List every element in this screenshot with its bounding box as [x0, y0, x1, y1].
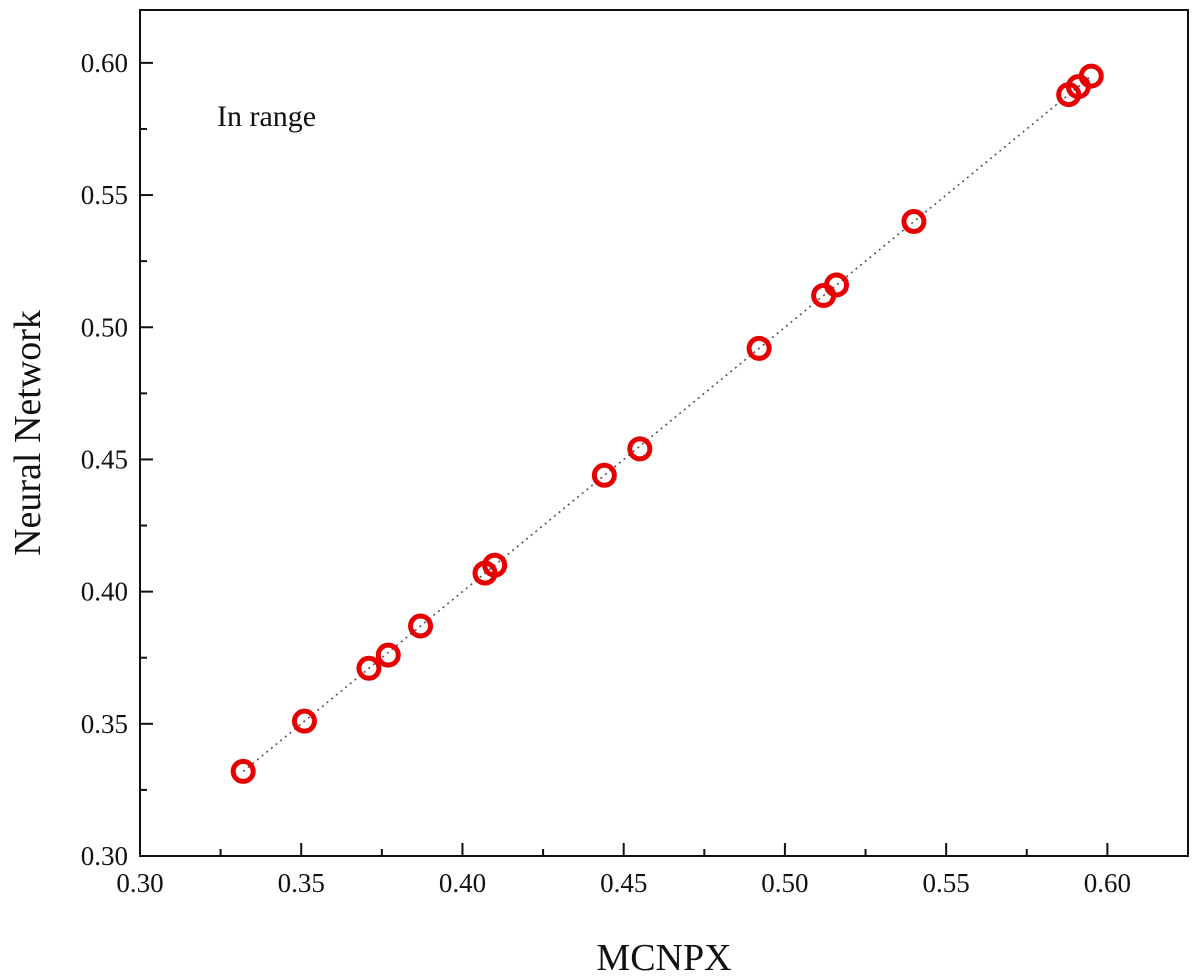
y-tick-label: 0.35: [81, 709, 128, 739]
x-tick-label: 0.55: [923, 868, 970, 898]
data-point: [824, 272, 850, 298]
x-tick-label: 0.35: [278, 868, 325, 898]
x-tick-label: 0.45: [600, 868, 647, 898]
x-tick-label: 0.60: [1084, 868, 1131, 898]
y-axis-title: Neural Network: [7, 310, 49, 556]
x-tick-label: 0.50: [761, 868, 808, 898]
x-axis-ticks: 0.30 0.35 0.40 0.45 0.50 0.55 0.60: [116, 843, 1131, 898]
y-tick-label: 0.60: [81, 48, 128, 78]
data-point: [746, 335, 772, 361]
plot-frame: [139, 9, 1189, 857]
data-point: [408, 613, 434, 639]
data-point: [291, 708, 317, 734]
data-point: [591, 462, 617, 488]
y-tick-label: 0.40: [81, 577, 128, 607]
data-points: [230, 63, 1104, 784]
x-axis-title: MCNPX: [596, 937, 731, 979]
y-axis-ticks: 0.30 0.35 0.40 0.45 0.50 0.55 0.60: [81, 48, 153, 871]
y-tick-label: 0.45: [81, 444, 128, 474]
data-point: [901, 209, 927, 234]
data-point: [482, 552, 508, 578]
annotation-label: In range: [217, 100, 316, 133]
data-point: [1078, 63, 1104, 89]
x-tick-label: 0.30: [116, 868, 163, 898]
data-point: [375, 642, 401, 668]
reference-line: [242, 75, 1092, 773]
data-point: [356, 655, 382, 681]
data-point: [627, 436, 653, 462]
x-tick-label: 0.40: [439, 868, 486, 898]
y-tick-label: 0.50: [81, 312, 128, 342]
y-tick-label: 0.55: [81, 180, 128, 210]
y-tick-label: 0.30: [81, 841, 128, 871]
data-point: [230, 758, 256, 784]
